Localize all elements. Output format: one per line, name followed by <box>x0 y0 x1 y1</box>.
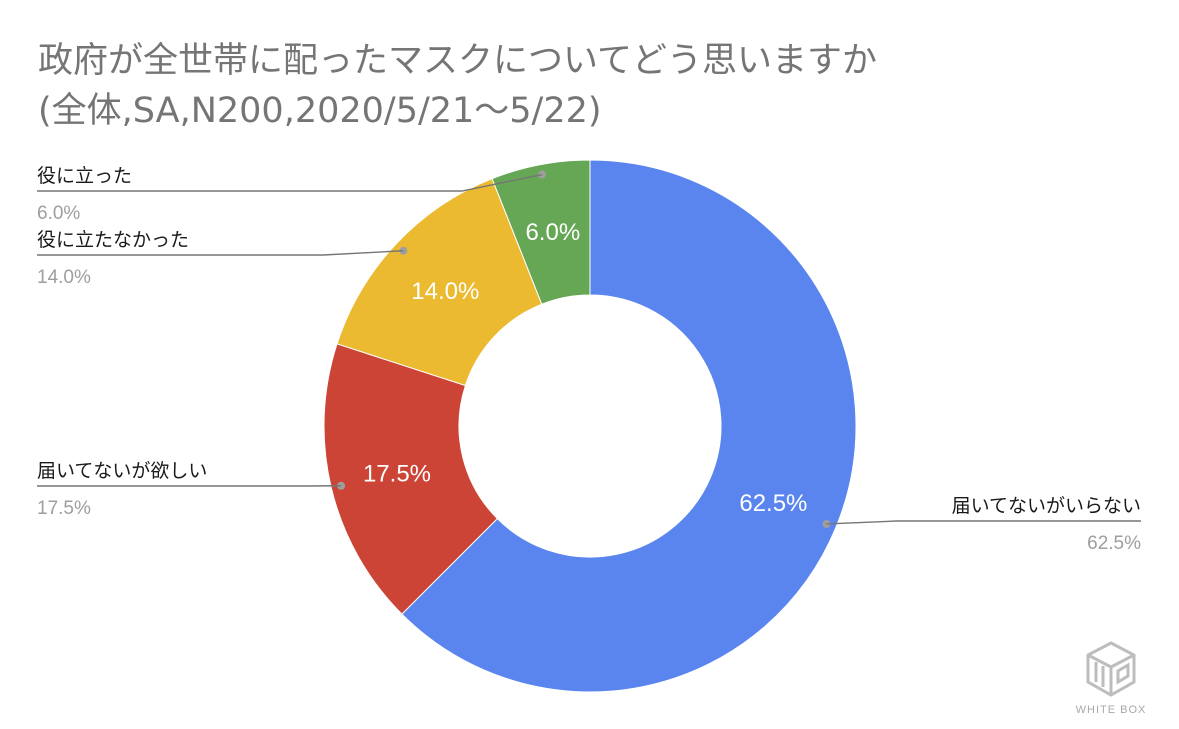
slice-value-label: 6.0% <box>525 219 580 246</box>
callout-percent-label: 62.5% <box>1087 533 1141 554</box>
chart-subtitle: (全体,SA,N200,2020/5/21～5/22) <box>38 91 602 131</box>
callout-category-label: 届いてないがいらない <box>952 495 1141 517</box>
slice-value-label: 14.0% <box>411 278 479 305</box>
callout-percent-label: 17.5% <box>37 498 91 519</box>
donut-slice <box>491 159 591 305</box>
white-box-logo-icon <box>1086 641 1136 697</box>
slice-value-label: 62.5% <box>739 490 807 517</box>
donut-slice <box>336 178 543 387</box>
watermark-text: WHITE BOX <box>1075 704 1147 716</box>
callout-category-label: 役に立たなかった <box>37 229 189 251</box>
callout-percent-label: 14.0% <box>37 267 91 288</box>
chart-title-line1: 政府が全世帯に配ったマスクについてどう思いますか <box>38 41 877 81</box>
callout-line <box>37 250 404 256</box>
donut-slice <box>323 343 499 615</box>
callout-category-label: 役に立った <box>37 165 132 187</box>
chart-title: 政府が全世帯に配ったマスクについてどう思いますか (全体,SA,N200,202… <box>38 36 1138 136</box>
callout-line <box>37 173 543 192</box>
watermark: WHITE BOX <box>1066 640 1156 716</box>
callout-percent-label: 6.0% <box>37 203 80 224</box>
callout-category-label: 届いてないが欲しい <box>37 460 207 482</box>
callout-line <box>826 520 1141 525</box>
donut-slice <box>401 159 857 693</box>
slice-value-label: 17.5% <box>363 460 431 487</box>
